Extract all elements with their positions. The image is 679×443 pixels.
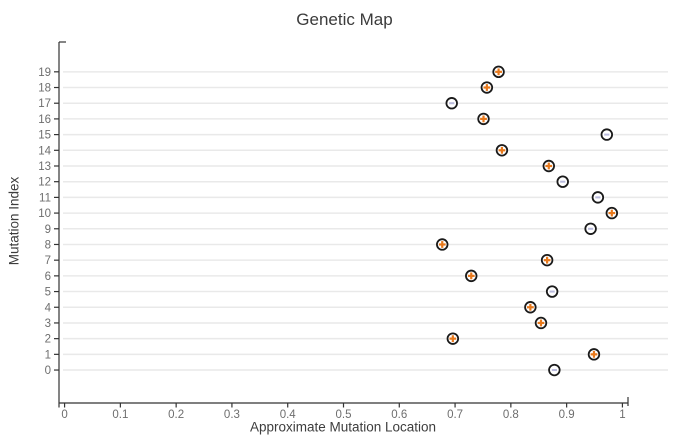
y-tick-label: 7 (45, 255, 51, 267)
x-tick-label: 1 (619, 409, 625, 421)
y-tick-label: 8 (45, 239, 51, 251)
y-tick-label: 14 (38, 145, 51, 157)
y-tick-label: 0 (45, 365, 51, 377)
y-tick-label: 5 (45, 287, 51, 299)
y-tick-label: 18 (38, 83, 51, 95)
x-tick-label: 0.3 (224, 409, 240, 421)
x-axis-title: Approximate Mutation Location (249, 419, 437, 435)
x-tick-label: 0.9 (559, 409, 575, 421)
y-tick-label: 2 (45, 334, 51, 346)
y-tick-label: 19 (38, 67, 51, 79)
x-tick-label: 0.4 (280, 409, 297, 421)
x-tick-label: 0.1 (112, 409, 128, 421)
y-axis-title: Mutation Index (6, 176, 22, 266)
y-tick-label: 1 (45, 349, 51, 361)
y-tick-label: 15 (38, 130, 51, 142)
y-tick-label: 3 (45, 318, 51, 330)
y-tick-label: 6 (45, 271, 51, 283)
y-tick-label: 11 (39, 192, 51, 204)
x-tick-label: 0.2 (168, 409, 184, 421)
x-tick-label: 0.5 (336, 409, 352, 421)
y-tick-label: 4 (45, 302, 52, 314)
y-tick-label: 12 (38, 177, 51, 189)
chart-title: Genetic Map (296, 10, 393, 29)
y-tick-label: 16 (38, 114, 51, 126)
x-tick-label: 0.8 (503, 409, 519, 421)
y-tick-label: 17 (38, 98, 51, 110)
x-tick-label: 0.6 (391, 409, 407, 421)
x-tick-label: 0 (61, 409, 67, 421)
y-tick-label: 10 (38, 208, 51, 220)
y-tick-label: 13 (38, 161, 51, 173)
y-tick-label: 9 (45, 224, 51, 236)
x-tick-label: 0.7 (447, 409, 463, 421)
